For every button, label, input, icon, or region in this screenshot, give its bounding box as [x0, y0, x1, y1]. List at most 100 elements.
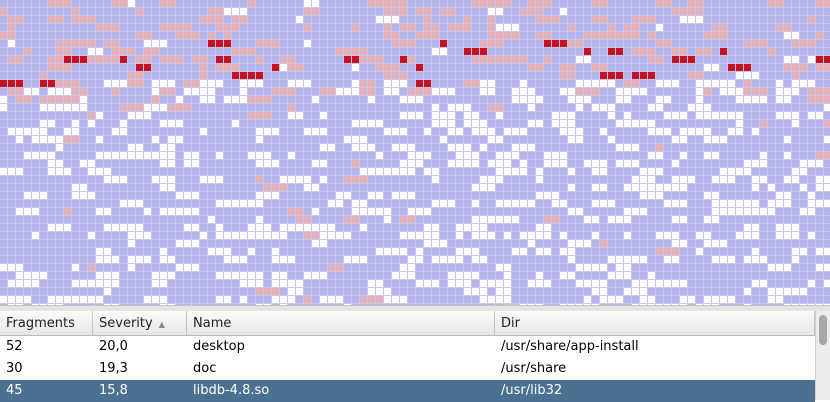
- free-cell: [272, 248, 279, 255]
- free-cell: [816, 112, 823, 119]
- table-row[interactable]: 30 19,3 doc/usr/share: [0, 358, 815, 380]
- free-cell: [104, 304, 111, 305]
- partial-cell: [720, 24, 727, 31]
- free-cell: [312, 208, 319, 215]
- free-cell: [728, 80, 735, 87]
- partial-cell: [88, 56, 95, 63]
- sort-arrow[interactable]: ▲: [158, 320, 165, 329]
- partial-cell: [488, 0, 495, 7]
- free-cell: [784, 32, 791, 39]
- partial-cell: [776, 24, 783, 31]
- free-cell: [248, 200, 255, 207]
- free-cell: [800, 184, 807, 191]
- free-cell: [696, 232, 703, 239]
- free-cell: [256, 304, 263, 305]
- partial-cell: [192, 80, 199, 87]
- free-cell: [824, 136, 830, 143]
- free-cell: [664, 96, 671, 103]
- free-cell: [648, 152, 655, 159]
- table-row[interactable]: 45 15,8 libdb-4.8.so/usr/lib32: [0, 380, 815, 402]
- free-cell: [104, 256, 111, 263]
- free-cell: [504, 296, 511, 303]
- partial-cell: [648, 32, 655, 39]
- splitter[interactable]: [0, 305, 830, 311]
- partial-cell: [88, 16, 95, 23]
- free-cell: [344, 88, 351, 95]
- free-cell: [200, 88, 207, 95]
- free-cell: [360, 200, 367, 207]
- free-cell: [24, 128, 31, 135]
- free-cell: [744, 288, 751, 295]
- partial-cell: [704, 88, 711, 95]
- free-cell: [192, 224, 199, 231]
- free-cell: [712, 112, 719, 119]
- column-header[interactable]: Name: [187, 311, 495, 336]
- free-cell: [592, 80, 599, 87]
- free-cell: [16, 168, 23, 175]
- partial-cell: [264, 112, 271, 119]
- partial-cell: [48, 96, 55, 103]
- partial-cell: [392, 72, 399, 79]
- free-cell: [528, 144, 535, 151]
- free-cell: [616, 256, 623, 263]
- fragmented-cell: [728, 64, 735, 71]
- scrollbar[interactable]: [815, 311, 830, 400]
- free-cell: [624, 112, 631, 119]
- free-cell: [720, 176, 727, 183]
- partial-cell: [176, 32, 183, 39]
- partial-cell: [256, 56, 263, 63]
- column-header[interactable]: Fragments: [0, 311, 93, 336]
- partial-cell: [360, 56, 367, 63]
- partial-cell: [304, 232, 311, 239]
- free-cell: [600, 128, 607, 135]
- free-cell: [64, 168, 71, 175]
- partial-cell: [376, 64, 383, 71]
- free-cell: [32, 136, 39, 143]
- partial-cell: [400, 8, 407, 15]
- free-cell: [352, 88, 359, 95]
- partial-cell: [656, 56, 663, 63]
- partial-cell: [72, 88, 79, 95]
- scroll-thumb[interactable]: [819, 315, 827, 345]
- free-cell: [208, 96, 215, 103]
- free-cell: [456, 248, 463, 255]
- free-cell: [472, 112, 479, 119]
- free-cell: [472, 184, 479, 191]
- free-cell: [704, 152, 711, 159]
- free-cell: [560, 272, 567, 279]
- free-cell: [664, 80, 671, 87]
- free-cell: [448, 160, 455, 167]
- partial-cell: [136, 104, 143, 111]
- free-cell: [744, 160, 751, 167]
- free-cell: [224, 8, 231, 15]
- free-cell: [304, 80, 311, 87]
- free-cell: [256, 80, 263, 87]
- partial-cell: [192, 56, 199, 63]
- free-cell: [56, 160, 63, 167]
- free-cell: [480, 288, 487, 295]
- free-cell: [512, 168, 519, 175]
- partial-cell: [360, 48, 367, 55]
- free-cell: [784, 232, 791, 239]
- free-cell: [360, 144, 367, 151]
- free-cell: [304, 0, 311, 7]
- free-cell: [384, 216, 391, 223]
- free-cell: [256, 232, 263, 239]
- free-cell: [384, 208, 391, 215]
- table-row[interactable]: 52 20,0 desktop/usr/share/app-install: [0, 336, 815, 358]
- partial-cell: [400, 216, 407, 223]
- free-cell: [568, 136, 575, 143]
- column-header[interactable]: Severity ▲: [93, 311, 187, 336]
- free-cell: [744, 200, 751, 207]
- free-cell: [720, 136, 727, 143]
- partial-cell: [128, 72, 135, 79]
- partial-cell: [592, 88, 599, 95]
- column-header[interactable]: Dir: [495, 311, 815, 336]
- free-cell: [592, 184, 599, 191]
- free-cell: [416, 208, 423, 215]
- free-cell: [216, 80, 223, 87]
- free-cell: [736, 200, 743, 207]
- free-cell: [400, 192, 407, 199]
- free-cell: [648, 120, 655, 127]
